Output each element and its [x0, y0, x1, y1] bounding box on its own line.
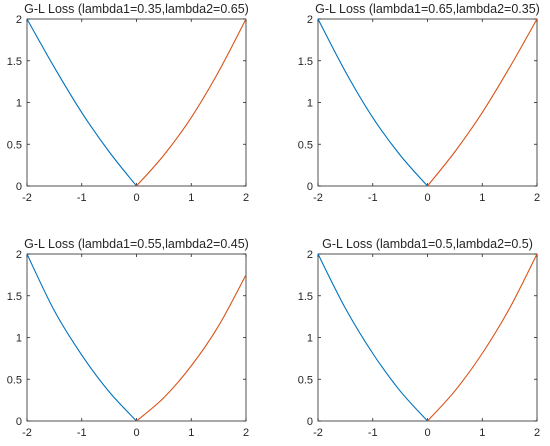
y-tick-label: 1 [16, 98, 22, 110]
y-tick-label: 2 [16, 14, 22, 26]
axes-box [26, 18, 247, 187]
y-tick-label: 2 [307, 14, 313, 26]
x-tick-label: 0 [133, 427, 139, 439]
y-tick-label: 1 [307, 98, 313, 110]
x-tick-label: 1 [479, 427, 485, 439]
subplot-2: G-L Loss (lambda1=0.65,lambda2=0.35) -2 -1… [298, 2, 540, 204]
axes-box [317, 253, 538, 422]
series-line-2 [427, 253, 538, 422]
subplot-1: G-L Loss (lambda1=0.35,lambda2=0.65) -2 -1… [7, 2, 249, 204]
y-tick-label: 0 [16, 416, 22, 428]
axes-box [317, 18, 538, 187]
x-tick-label: -1 [368, 192, 378, 204]
series-line-1 [26, 18, 137, 187]
y-tick-label: 2 [16, 249, 22, 261]
axes-box [26, 253, 247, 422]
subplot-4: G-L Loss (lambda1=0.5,lambda2=0.5) -2 -1 0 1… [298, 237, 540, 439]
x-tick-label: 1 [188, 192, 194, 204]
y-tick-label: 0 [307, 181, 313, 193]
y-tick-label: 1 [16, 333, 22, 345]
y-tick-label: 0 [16, 181, 22, 193]
x-tick-label: 1 [479, 192, 485, 204]
x-tick-label: -1 [77, 192, 87, 204]
y-tick-label: 1.5 [298, 291, 313, 303]
x-tick-label: -2 [313, 427, 323, 439]
y-tick-label: 1 [307, 333, 313, 345]
series-line-1 [317, 253, 428, 422]
y-tick-label: 0.5 [7, 139, 22, 151]
subplot-3: G-L Loss (lambda1=0.55,lambda2=0.45) -2 -1… [7, 237, 249, 439]
x-tick-label: 0 [133, 192, 139, 204]
x-tick-label: -1 [368, 427, 378, 439]
y-tick-label: 2 [307, 249, 313, 261]
x-tick-label: -1 [77, 427, 87, 439]
y-tick-label: 0.5 [298, 139, 313, 151]
series-line-2 [136, 274, 247, 422]
x-tick-label: 2 [243, 427, 249, 439]
x-tick-label: 2 [243, 192, 249, 204]
series-line-1 [317, 18, 428, 187]
series-line-2 [427, 18, 538, 187]
y-tick-label: 1.5 [7, 56, 22, 68]
series-line-2 [136, 18, 247, 187]
x-tick-label: 0 [424, 427, 430, 439]
y-tick-label: 0.5 [7, 374, 22, 386]
x-tick-label: 0 [424, 192, 430, 204]
x-tick-label: -2 [313, 192, 323, 204]
y-tick-label: 0.5 [298, 374, 313, 386]
y-tick-label: 1.5 [298, 56, 313, 68]
y-tick-label: 1.5 [7, 291, 22, 303]
subplot-title: G-L Loss (lambda1=0.65,lambda2=0.35) [315, 2, 540, 16]
subplot-title: G-L Loss (lambda1=0.35,lambda2=0.65) [24, 2, 249, 16]
subplot-title: G-L Loss (lambda1=0.5,lambda2=0.5) [322, 237, 533, 251]
subplot-title: G-L Loss (lambda1=0.55,lambda2=0.45) [24, 237, 249, 251]
series-line-1 [26, 253, 137, 422]
y-tick-label: 0 [307, 416, 313, 428]
x-tick-label: 1 [188, 427, 194, 439]
x-tick-label: 2 [534, 192, 540, 204]
x-tick-label: -2 [22, 192, 32, 204]
x-tick-label: 2 [534, 427, 540, 439]
x-tick-label: -2 [22, 427, 32, 439]
